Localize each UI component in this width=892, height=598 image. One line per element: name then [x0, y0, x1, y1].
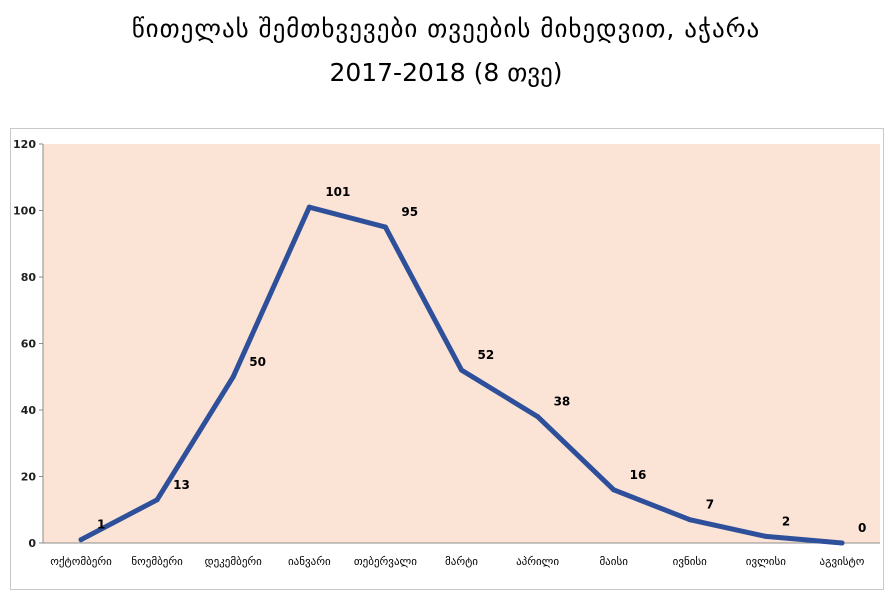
plot-area — [43, 144, 880, 543]
x-axis: ოქტომბერი ნოემბერი დეკემბერი იანვარი თებერვა… — [43, 542, 880, 568]
x-tick-label: აგვისტო — [820, 555, 865, 568]
chart-title-line2: 2017-2018 (8 თვე) — [329, 58, 563, 87]
data-label: 13 — [173, 478, 190, 492]
x-tick-label: თებერვალი — [354, 555, 417, 568]
y-tick-label: 60 — [21, 338, 37, 351]
data-point — [306, 204, 312, 210]
data-point — [535, 414, 541, 420]
y-tick-label: 0 — [28, 537, 36, 550]
x-tick-label: იანვარი — [288, 555, 331, 568]
data-label: 101 — [325, 185, 350, 199]
data-point — [687, 517, 693, 523]
data-point — [382, 224, 388, 230]
x-tick-label: ნოემბერი — [131, 555, 183, 568]
data-label: 0 — [858, 521, 866, 535]
data-point — [78, 537, 84, 543]
x-tick-label: ოქტომბერი — [50, 555, 112, 568]
y-axis: 0 20 40 60 80 100 120 — [13, 138, 44, 550]
x-tick-label: მარტი — [445, 555, 478, 568]
y-tick-label: 120 — [13, 138, 36, 151]
y-tick-label: 100 — [13, 205, 36, 218]
data-labels: 1 13 50 101 95 52 38 16 7 2 0 — [78, 185, 866, 546]
data-label: 7 — [706, 498, 714, 512]
x-tick-label: მაისი — [599, 555, 628, 568]
data-point — [763, 533, 769, 539]
chart-title-line1: წითელას შემთხვევები თვეების მიხედვით, აჭ… — [131, 14, 761, 43]
data-point — [839, 540, 845, 546]
data-label: 2 — [782, 514, 790, 528]
x-tick-label: ივნისი — [673, 555, 708, 568]
data-point — [459, 367, 464, 373]
x-tick-label: აპრილი — [516, 555, 559, 568]
data-label: 1 — [97, 518, 105, 532]
data-point — [154, 497, 160, 503]
data-label: 38 — [554, 395, 571, 409]
data-label: 50 — [249, 355, 266, 369]
data-label: 52 — [478, 348, 495, 362]
x-tick-label: ივლისი — [746, 555, 786, 568]
y-tick-label: 40 — [21, 404, 37, 417]
x-tick-label: დეკემბერი — [205, 555, 263, 568]
data-label: 95 — [401, 205, 418, 219]
y-tick-label: 80 — [21, 271, 37, 284]
data-label: 16 — [630, 468, 647, 482]
data-point — [611, 487, 617, 493]
y-tick-label: 20 — [21, 471, 37, 484]
data-point — [230, 374, 236, 380]
